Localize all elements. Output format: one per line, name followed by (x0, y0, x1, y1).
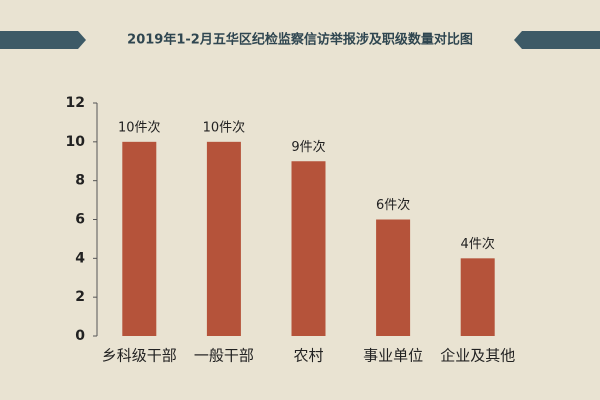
title-ribbon-right (514, 31, 600, 49)
bar (291, 161, 326, 336)
y-tick-label: 2 (75, 289, 85, 305)
x-tick-label: 企业及其他 (440, 347, 515, 365)
x-tick-label: 乡科级干部 (102, 347, 177, 365)
bar (206, 141, 241, 336)
value-label: 10件次 (203, 119, 246, 135)
x-tick-label: 一般干部 (194, 347, 254, 365)
bar (122, 141, 157, 336)
value-label: 6件次 (376, 197, 410, 213)
y-tick-label: 12 (66, 95, 85, 111)
value-label: 10件次 (118, 119, 161, 135)
y-tick-label: 6 (75, 212, 85, 228)
bar (460, 258, 495, 336)
y-tick-label: 8 (75, 173, 85, 189)
x-tick-label: 农村 (293, 347, 323, 365)
chart-title: 2019年1-2月五华区纪检监察信访举报涉及职级数量对比图 (127, 32, 473, 48)
bar (376, 219, 411, 336)
x-tick-label: 事业单位 (363, 347, 423, 365)
value-label: 9件次 (291, 139, 325, 155)
y-tick-label: 0 (75, 328, 85, 344)
title-ribbon-left (0, 31, 86, 49)
y-tick-label: 10 (66, 134, 86, 150)
y-tick-label: 4 (75, 250, 85, 266)
value-label: 4件次 (461, 236, 495, 252)
